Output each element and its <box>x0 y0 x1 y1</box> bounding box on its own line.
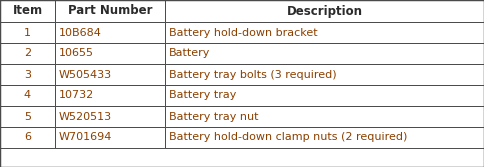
Bar <box>165 64 484 85</box>
Text: W701694: W701694 <box>59 132 112 142</box>
Bar <box>0 127 55 148</box>
Text: 5: 5 <box>24 112 31 122</box>
Bar <box>0 43 55 64</box>
Text: W505433: W505433 <box>59 69 112 79</box>
Bar <box>165 22 484 43</box>
Bar <box>55 43 165 64</box>
Bar <box>55 85 165 106</box>
Text: 10655: 10655 <box>59 48 94 58</box>
Bar <box>55 22 165 43</box>
Bar <box>165 127 484 148</box>
Bar <box>0 0 55 22</box>
Text: Item: Item <box>13 5 43 18</box>
Text: Part Number: Part Number <box>68 5 152 18</box>
Bar <box>165 0 484 22</box>
Text: Battery tray bolts (3 required): Battery tray bolts (3 required) <box>169 69 337 79</box>
Text: 10B684: 10B684 <box>59 28 102 38</box>
Bar <box>0 106 55 127</box>
Bar <box>0 85 55 106</box>
Text: 10732: 10732 <box>59 91 94 101</box>
Text: 3: 3 <box>24 69 31 79</box>
Bar <box>165 43 484 64</box>
Text: Battery hold-down clamp nuts (2 required): Battery hold-down clamp nuts (2 required… <box>169 132 408 142</box>
Text: Battery hold-down bracket: Battery hold-down bracket <box>169 28 318 38</box>
Text: 6: 6 <box>24 132 31 142</box>
Bar <box>55 127 165 148</box>
Bar <box>0 64 55 85</box>
Text: 1: 1 <box>24 28 31 38</box>
Text: Description: Description <box>287 5 363 18</box>
Text: 4: 4 <box>24 91 31 101</box>
Text: Battery tray nut: Battery tray nut <box>169 112 258 122</box>
Bar <box>165 85 484 106</box>
Bar <box>55 106 165 127</box>
Bar <box>0 22 55 43</box>
Text: Battery tray: Battery tray <box>169 91 236 101</box>
Bar <box>165 106 484 127</box>
Text: 2: 2 <box>24 48 31 58</box>
Bar <box>55 0 165 22</box>
Bar <box>55 64 165 85</box>
Text: W520513: W520513 <box>59 112 112 122</box>
Text: Battery: Battery <box>169 48 211 58</box>
